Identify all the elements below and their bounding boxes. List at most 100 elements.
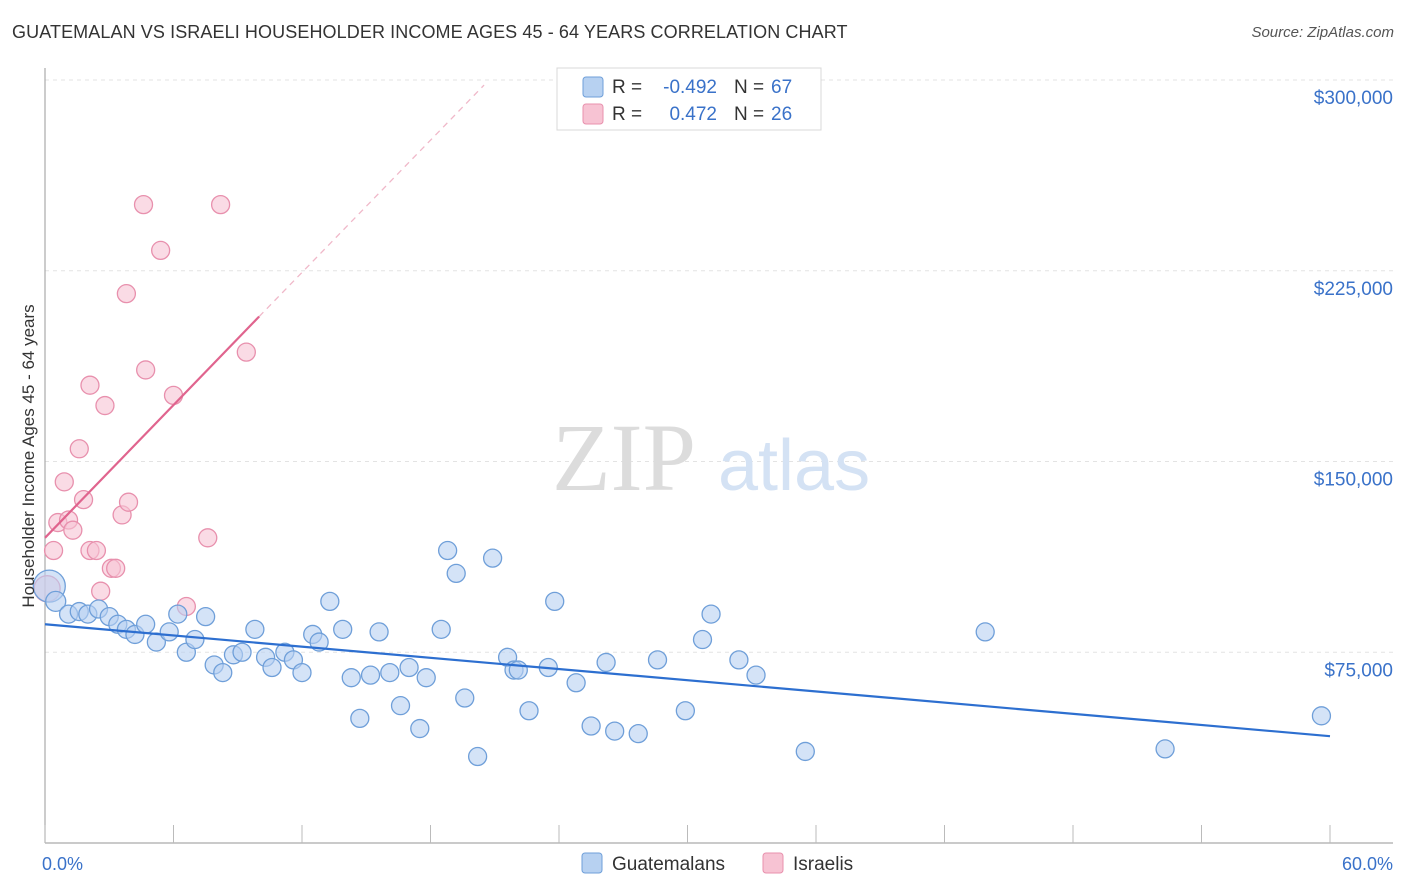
guatemalan-point-51 bbox=[545, 591, 565, 612]
guatemalan-point-31 bbox=[341, 668, 361, 688]
guatemalan-point-62 bbox=[746, 665, 766, 685]
legend-r-label-2: R = bbox=[612, 104, 642, 125]
legend-r-value-2: 0.472 bbox=[669, 104, 717, 125]
guatemalan-point-1 bbox=[45, 590, 67, 613]
guatemalan-point-13 bbox=[168, 604, 188, 624]
x-ticks bbox=[44, 825, 1331, 843]
guatemalan-point-66 bbox=[1311, 706, 1332, 726]
chart-title: GUATEMALAN VS ISRAELI HOUSEHOLDER INCOME… bbox=[12, 22, 848, 42]
guatemalan-point-52 bbox=[566, 673, 586, 693]
guatemalan-point-56 bbox=[628, 723, 648, 744]
israeli-point-9 bbox=[80, 375, 100, 395]
israeli-point-6 bbox=[69, 439, 89, 459]
israelis-trend-extension bbox=[258, 84, 485, 317]
watermark-zip: ZIP bbox=[552, 404, 696, 511]
guatemalan-point-49 bbox=[519, 701, 539, 721]
guatemalan-point-12 bbox=[159, 622, 179, 642]
israeli-point-20 bbox=[150, 240, 171, 261]
legend-r-label-1: R = bbox=[612, 77, 642, 98]
y-tick-label-2: $225,000 bbox=[1314, 279, 1393, 300]
guatemalan-point-32 bbox=[350, 708, 370, 729]
watermark: ZIP atlas bbox=[552, 404, 870, 511]
guatemalan-point-30 bbox=[333, 619, 353, 640]
guatemalan-point-18 bbox=[213, 662, 233, 683]
guatemalan-point-35 bbox=[380, 662, 400, 683]
y-tick-label-0: $75,000 bbox=[1324, 660, 1393, 681]
guatemalan-point-65 bbox=[1155, 739, 1175, 759]
y-axis-label: Householder Income Ages 45 - 64 years bbox=[19, 304, 38, 607]
israeli-point-12 bbox=[95, 395, 115, 416]
guatemalan-point-40 bbox=[431, 619, 451, 640]
guatemalan-point-59 bbox=[692, 629, 713, 650]
guatemalan-point-23 bbox=[262, 657, 282, 678]
legend-israelis-swatch bbox=[762, 852, 784, 874]
guatemalans-points bbox=[32, 540, 1332, 767]
y-tick-labels: $75,000 $150,000 $225,000 $300,000 bbox=[1314, 88, 1393, 681]
legend-swatch-pink bbox=[582, 103, 604, 125]
guatemalan-point-63 bbox=[795, 741, 815, 762]
guatemalan-point-21 bbox=[245, 619, 265, 640]
guatemalan-point-37 bbox=[399, 657, 419, 678]
guatemalan-point-33 bbox=[360, 665, 381, 685]
guatemalan-point-45 bbox=[482, 548, 503, 568]
guatemalan-point-34 bbox=[369, 622, 389, 642]
guatemalan-point-53 bbox=[581, 716, 601, 736]
legend-n-label-2: N = bbox=[734, 104, 764, 125]
legend-n-value-2: 26 bbox=[771, 104, 792, 125]
legend-n-value-1: 67 bbox=[771, 77, 792, 98]
israeli-point-10 bbox=[86, 540, 107, 561]
israeli-point-17 bbox=[118, 492, 139, 512]
guatemalan-point-60 bbox=[701, 604, 721, 624]
israeli-point-11 bbox=[91, 581, 111, 601]
stats-legend: R = -0.492 N = 67 R = 0.472 N = 26 bbox=[556, 67, 822, 131]
israelis-points bbox=[33, 194, 256, 617]
legend-guatemalans-swatch bbox=[581, 852, 603, 874]
israelis-trend-line bbox=[44, 315, 260, 539]
guatemalan-point-36 bbox=[390, 696, 411, 716]
trend-lines bbox=[44, 84, 1331, 738]
gridlines bbox=[45, 79, 1393, 653]
x-tick-label-max: 60.0% bbox=[1342, 854, 1393, 874]
guatemalan-point-44 bbox=[467, 746, 488, 767]
series-legend: Guatemalans Israelis bbox=[581, 852, 853, 875]
guatemalan-point-42 bbox=[446, 563, 466, 584]
guatemalan-point-28 bbox=[309, 632, 329, 652]
israeli-point-16 bbox=[116, 283, 137, 304]
guatemalan-point-48 bbox=[508, 660, 528, 680]
guatemalan-point-10 bbox=[136, 614, 156, 634]
israeli-point-1 bbox=[43, 540, 64, 561]
x-tick-label-min: 0.0% bbox=[42, 854, 83, 874]
legend-israelis-label: Israelis bbox=[793, 854, 853, 875]
guatemalans-trend-line bbox=[44, 623, 1331, 738]
israeli-point-3 bbox=[54, 472, 74, 492]
guatemalan-point-57 bbox=[647, 650, 668, 670]
legend-swatch-blue bbox=[582, 76, 604, 98]
guatemalan-point-38 bbox=[410, 718, 430, 739]
legend-guatemalans-label: Guatemalans bbox=[612, 854, 725, 875]
source-credit: Source: ZipAtlas.com bbox=[1251, 24, 1394, 41]
guatemalan-point-16 bbox=[195, 606, 216, 627]
watermark-atlas: atlas bbox=[718, 426, 870, 506]
guatemalan-point-26 bbox=[292, 662, 312, 683]
legend-r-value-1: -0.492 bbox=[663, 77, 717, 98]
guatemalan-point-61 bbox=[729, 650, 749, 670]
guatemalan-point-39 bbox=[416, 668, 436, 688]
guatemalan-point-55 bbox=[605, 721, 625, 741]
guatemalan-point-29 bbox=[320, 591, 340, 612]
y-tick-label-3: $300,000 bbox=[1314, 88, 1393, 109]
guatemalan-point-43 bbox=[455, 688, 475, 708]
israeli-point-5 bbox=[63, 520, 83, 540]
guatemalan-point-54 bbox=[596, 652, 616, 673]
israeli-point-24 bbox=[210, 194, 231, 215]
guatemalan-point-15 bbox=[185, 629, 205, 650]
israeli-point-14 bbox=[106, 558, 126, 578]
israeli-point-23 bbox=[198, 528, 218, 548]
guatemalan-point-58 bbox=[675, 701, 696, 721]
legend-n-label-1: N = bbox=[734, 77, 764, 98]
guatemalan-point-64 bbox=[975, 622, 995, 642]
israeli-point-25 bbox=[236, 342, 256, 362]
guatemalan-point-20 bbox=[232, 642, 252, 662]
israeli-point-18 bbox=[133, 194, 154, 215]
y-tick-label-1: $150,000 bbox=[1314, 470, 1393, 491]
